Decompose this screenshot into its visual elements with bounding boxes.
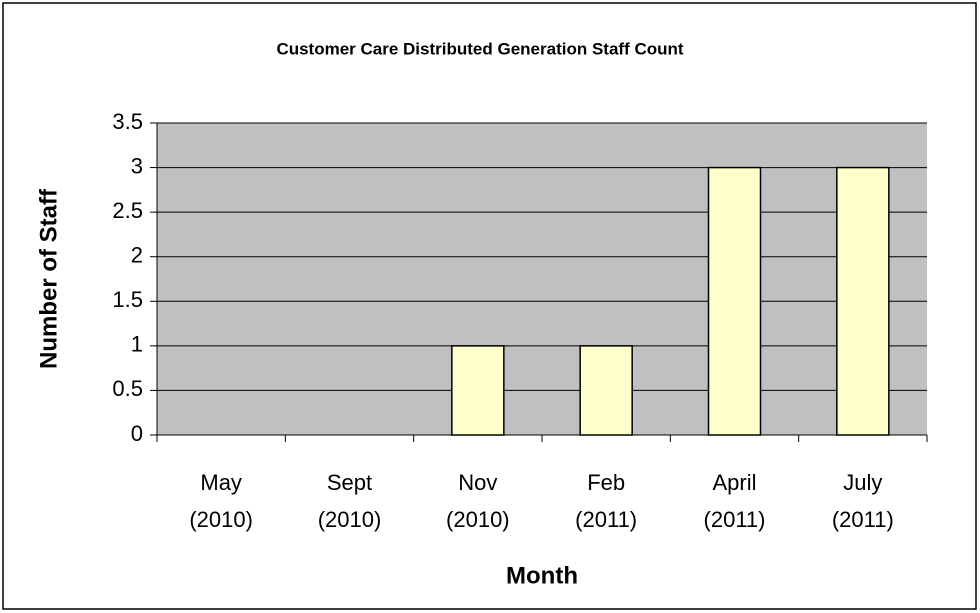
y-tick-label: 0 — [131, 421, 143, 446]
y-axis-label: Number of Staff — [35, 188, 62, 369]
x-tick-label: Feb (2011) — [575, 470, 638, 532]
x-tick-label: Sept (2010) — [317, 470, 382, 532]
bar — [579, 345, 633, 436]
plot-area — [157, 123, 927, 435]
bar — [451, 345, 505, 436]
y-tick-label: 3 — [131, 153, 143, 178]
y-tick-label: 3.5 — [112, 109, 143, 134]
y-tick-label: 1 — [131, 332, 143, 357]
x-tick-label: Nov (2010) — [446, 470, 510, 532]
y-tick-label: 2 — [131, 243, 143, 268]
y-tick-label: 0.5 — [112, 376, 143, 401]
y-tick-label: 2.5 — [112, 198, 143, 223]
chart-title: Customer Care Distributed Generation Sta… — [276, 39, 683, 58]
x-tick-label: July (2011) — [831, 470, 894, 532]
x-tick-label: May (2010) — [189, 470, 253, 532]
bar — [836, 166, 890, 436]
x-axis-label: Month — [506, 562, 578, 589]
x-tick-label: April (2011) — [703, 470, 766, 532]
y-tick-label: 1.5 — [112, 287, 143, 312]
bar — [707, 166, 762, 436]
